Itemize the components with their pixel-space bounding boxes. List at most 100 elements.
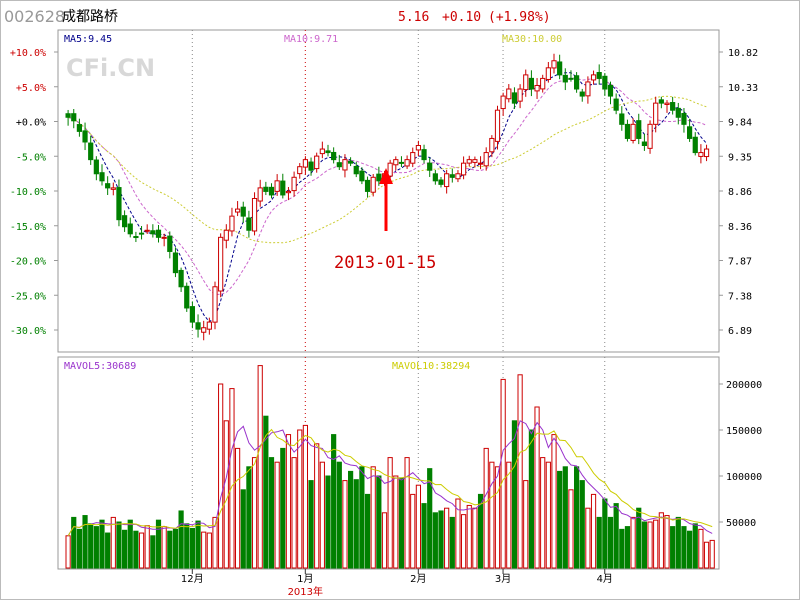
stock-code: 002628	[4, 7, 65, 26]
candle-body	[246, 217, 252, 231]
candle-body	[432, 173, 438, 182]
volume-bar	[585, 507, 591, 569]
volume-bar	[636, 507, 642, 569]
candle-body	[257, 187, 263, 202]
volume-bar	[387, 457, 393, 569]
candle-body	[506, 88, 512, 100]
volume-bar	[116, 521, 122, 569]
candle-body	[404, 159, 410, 167]
candle-body	[681, 112, 687, 125]
volume-bar	[178, 510, 184, 569]
volume-bar	[184, 523, 190, 569]
candle-body	[308, 161, 314, 171]
volume-bar	[393, 475, 399, 569]
candle-body	[370, 176, 376, 193]
candle-body	[161, 236, 167, 239]
candle-body	[223, 229, 229, 241]
price-axis-left-tick: +0.0%	[16, 118, 46, 129]
candle-body	[127, 223, 133, 235]
volume-bar	[534, 406, 540, 569]
volume-bar	[105, 532, 111, 569]
candle-body	[703, 148, 710, 158]
volume-bar	[687, 530, 693, 569]
candle-body	[523, 74, 529, 91]
volume-bar	[229, 388, 235, 569]
volume-bar	[404, 457, 410, 569]
candle-body	[71, 113, 77, 122]
volume-bar	[579, 480, 585, 569]
candle-body	[534, 84, 540, 92]
volume-bar	[325, 475, 331, 569]
price-axis-right-tick: 10.33	[728, 83, 758, 94]
candle-body	[500, 95, 506, 110]
candle-body	[624, 123, 631, 139]
legend-mavol10: MAVOL10:38294	[392, 361, 470, 372]
candle-body	[144, 229, 150, 232]
date-marker-arrow	[379, 168, 393, 231]
volume-bar	[308, 480, 314, 569]
volume-bar	[381, 512, 388, 569]
price-axis-right-tick: 8.86	[728, 187, 752, 198]
candle-body	[167, 235, 173, 252]
volume-bar	[641, 521, 647, 569]
volume-bar	[319, 461, 325, 569]
volume-bar	[71, 516, 77, 569]
candle-body	[647, 123, 653, 149]
candle-body	[172, 252, 179, 274]
volume-bar	[291, 457, 297, 569]
candle-body	[415, 145, 421, 151]
candle-body	[235, 208, 241, 213]
candle-body	[489, 137, 495, 153]
volume-bar	[172, 528, 179, 569]
candle-body	[421, 149, 427, 161]
candle-body	[607, 84, 614, 97]
volume-bar	[331, 434, 337, 569]
xaxis-month-label: 12月	[181, 573, 204, 585]
legend-ma10: MA10:9.71	[284, 34, 338, 45]
candle-body	[274, 180, 280, 192]
candle-body	[517, 88, 523, 102]
candle-body	[551, 60, 557, 69]
volume-bar	[161, 526, 167, 569]
candle-body	[116, 187, 122, 221]
candle-body	[348, 160, 354, 164]
mavol10-line	[67, 428, 713, 537]
volume-bar	[427, 468, 433, 569]
volume-bar	[709, 539, 715, 569]
xaxis-month-label: 4月	[597, 573, 613, 585]
candle-body	[195, 322, 201, 330]
candle-body	[76, 124, 83, 132]
candle-body	[212, 286, 218, 323]
volume-bar	[297, 429, 303, 569]
candle-body	[466, 159, 472, 164]
candle-body	[630, 123, 636, 141]
volume-bar	[370, 466, 376, 569]
volume-bar	[268, 457, 275, 569]
candle-body	[105, 183, 111, 189]
volume-bar	[342, 480, 348, 569]
volume-bar	[692, 523, 698, 569]
candle-body	[461, 162, 467, 176]
volume-bar	[607, 516, 614, 569]
candle-body	[325, 150, 331, 154]
candle-body	[687, 126, 693, 139]
xaxis-month-label: 3月	[495, 573, 511, 585]
candle-body	[201, 327, 207, 333]
volume-bar	[195, 520, 201, 569]
volume-panel-frame	[57, 356, 720, 570]
candle-body	[438, 179, 444, 185]
current-price: 5.16	[398, 10, 429, 25]
price-change: +0.10	[442, 10, 481, 25]
volume-bar	[506, 461, 512, 569]
volume-bar	[122, 529, 128, 569]
candle-body	[393, 159, 399, 166]
volume-bar	[562, 466, 568, 569]
volume-bar	[540, 457, 546, 569]
candle-body	[528, 77, 534, 90]
candle-body	[302, 159, 308, 168]
volume-bar	[257, 365, 263, 569]
candle-body	[579, 91, 585, 97]
volume-bar	[511, 420, 518, 569]
candle-body	[251, 197, 258, 232]
volume-bar	[472, 507, 478, 569]
